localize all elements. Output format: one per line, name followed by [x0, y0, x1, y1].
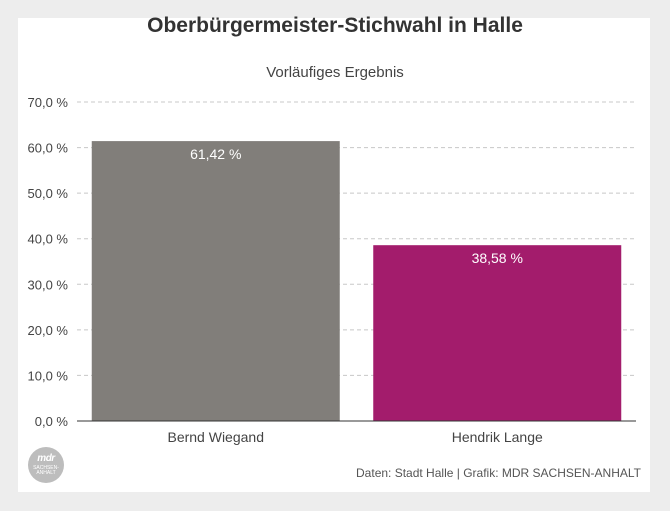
y-tick-label: 10,0 % [28, 368, 69, 383]
x-category-label: Bernd Wiegand [167, 429, 264, 445]
mdr-logo: mdr SACHSEN-ANHALT [28, 447, 64, 483]
logo-text: mdr [37, 453, 55, 464]
data-label: 38,58 % [472, 250, 523, 266]
chart-title: Oberbürgermeister-Stichwahl in Halle [147, 14, 523, 37]
bar [91, 141, 340, 421]
chart-subtitle: Vorläufiges Ergebnis [266, 64, 404, 81]
y-tick-label: 30,0 % [28, 277, 69, 292]
y-tick-label: 60,0 % [28, 141, 69, 156]
y-tick-label: 40,0 % [28, 232, 69, 247]
bar [373, 245, 622, 421]
logo-subtext: SACHSEN-ANHALT [33, 465, 59, 476]
y-tick-label: 70,0 % [28, 95, 69, 110]
data-label: 61,42 % [190, 146, 241, 162]
y-tick-label: 50,0 % [28, 186, 69, 201]
source-credit: Daten: Stadt Halle | Grafik: MDR SACHSEN… [356, 466, 641, 480]
y-tick-label: 20,0 % [28, 323, 69, 338]
x-category-label: Hendrik Lange [452, 429, 543, 445]
y-tick-label: 0,0 % [35, 414, 69, 429]
